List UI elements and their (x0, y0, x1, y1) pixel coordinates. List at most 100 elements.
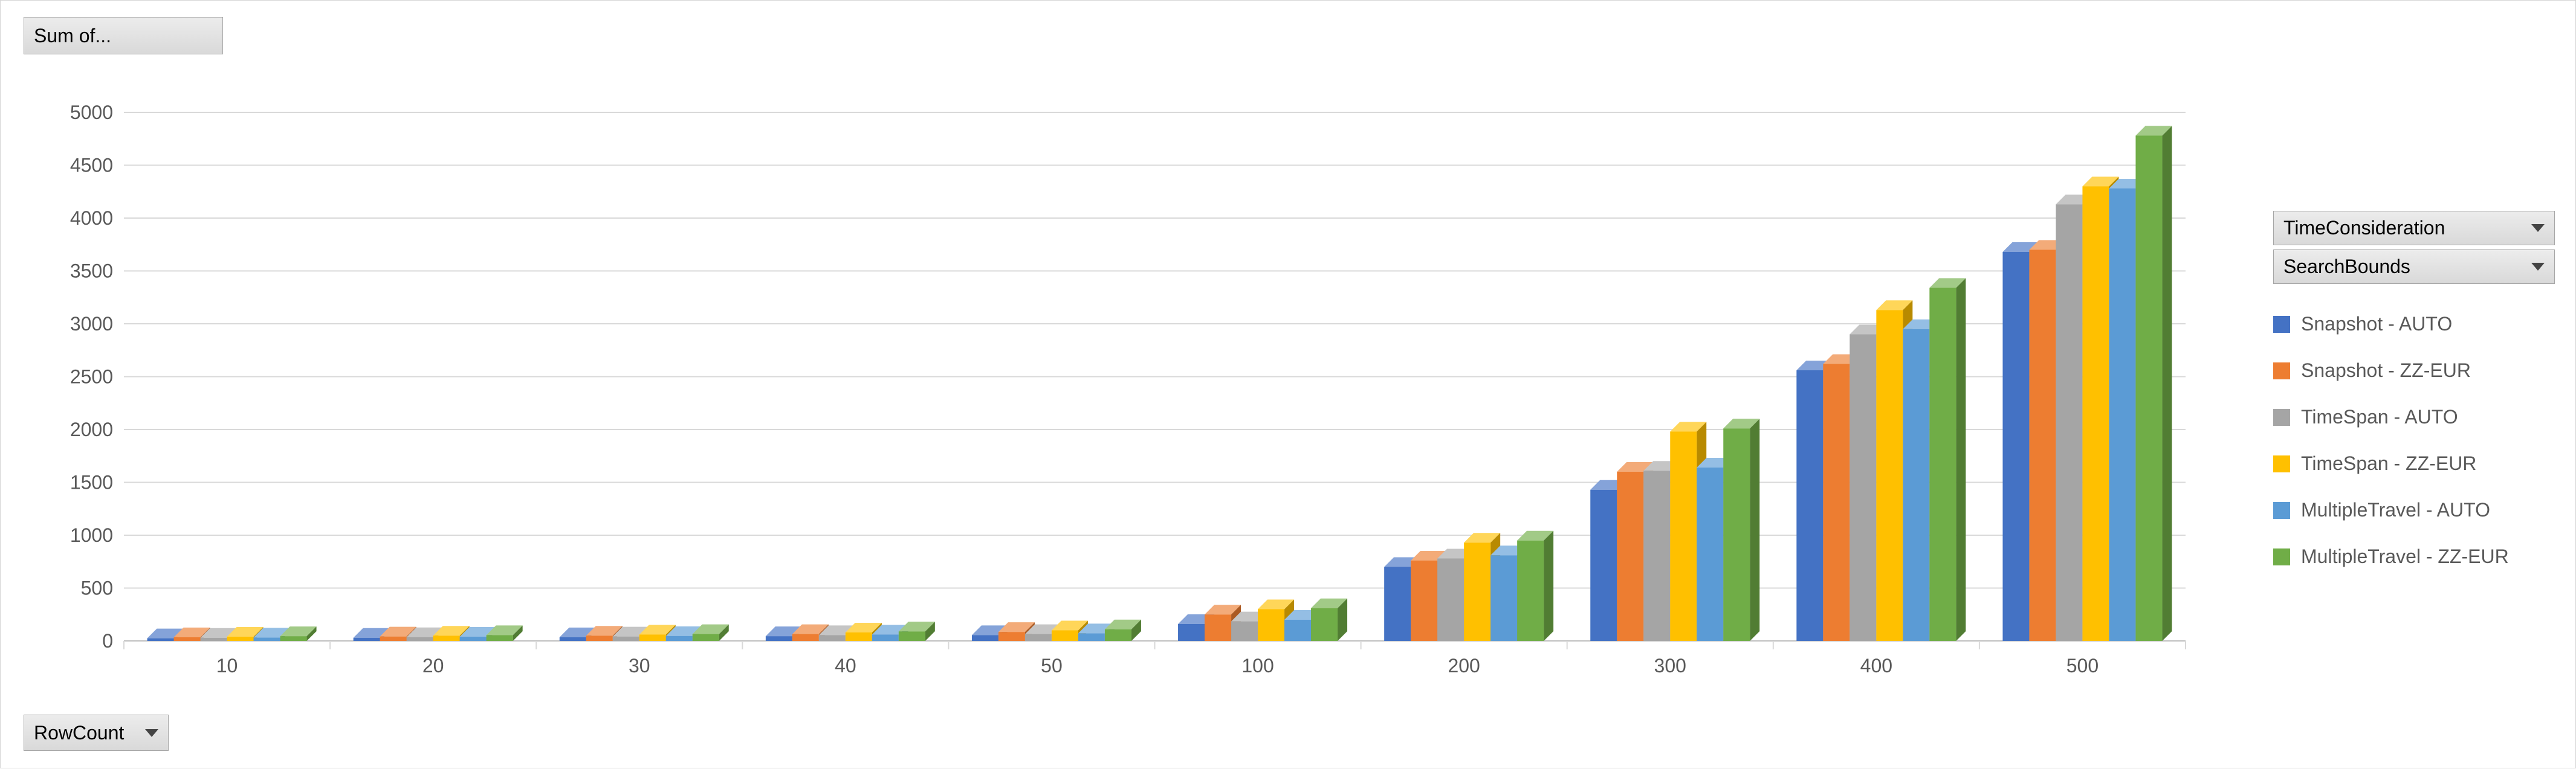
bar[interactable] (1284, 620, 1312, 641)
y-axis-label: 0 (102, 630, 113, 652)
bar[interactable] (1311, 608, 1338, 641)
bar[interactable] (845, 632, 872, 641)
time-consideration-field-label: TimeConsideration (2283, 217, 2445, 239)
bar-top-face (692, 624, 729, 634)
sum-of-field-button[interactable]: Sum of... (24, 17, 223, 54)
bar-top-face (2082, 176, 2119, 187)
bar[interactable] (1517, 540, 1544, 641)
x-axis-label: 50 (1041, 655, 1063, 677)
bar[interactable] (1384, 567, 1411, 642)
y-axis-label: 1000 (70, 524, 113, 546)
bar[interactable] (406, 637, 433, 641)
bar[interactable] (1643, 471, 1671, 641)
legend-item[interactable]: Snapshot - AUTO (2273, 301, 2558, 347)
y-axis-label: 3500 (70, 260, 113, 282)
bar[interactable] (1258, 609, 1285, 642)
bar[interactable] (2109, 188, 2136, 641)
bar[interactable] (586, 635, 613, 641)
bar[interactable] (692, 634, 719, 641)
bar[interactable] (1051, 630, 1078, 642)
legend-item[interactable]: MultipleTravel - ZZ-EUR (2273, 533, 2558, 580)
legend-label: MultipleTravel - ZZ-EUR (2301, 545, 2509, 567)
y-axis-label: 1500 (70, 472, 113, 494)
bar-top-face (1104, 619, 1141, 629)
legend-item[interactable]: TimeSpan - AUTO (2273, 394, 2558, 440)
bar-top-face (353, 628, 390, 638)
legend-item[interactable]: MultipleTravel - AUTO (2273, 487, 2558, 533)
bar[interactable] (200, 637, 227, 641)
bar[interactable] (433, 635, 460, 641)
legend-item[interactable]: Snapshot - ZZ-EUR (2273, 347, 2558, 394)
bar[interactable] (1104, 629, 1131, 641)
bar-side-face (306, 626, 317, 641)
bar-top-face (2135, 126, 2172, 136)
bar[interactable] (1876, 310, 1903, 641)
bar[interactable] (1617, 472, 1644, 641)
bar[interactable] (227, 637, 254, 641)
bar[interactable] (559, 637, 586, 641)
legend-panel: TimeConsideration SearchBounds Snapshot … (2273, 211, 2558, 580)
bar[interactable] (1205, 614, 1232, 641)
bar[interactable] (1178, 624, 1205, 641)
bar[interactable] (486, 635, 513, 641)
bar[interactable] (639, 634, 666, 642)
bar[interactable] (765, 636, 792, 641)
bar[interactable] (971, 635, 998, 641)
x-axis-label: 100 (1241, 655, 1273, 677)
y-axis-label: 2000 (70, 419, 113, 440)
bar[interactable] (1411, 561, 1438, 641)
x-axis-label: 10 (216, 655, 238, 677)
bar-top-face (173, 627, 210, 637)
legend-item[interactable]: TimeSpan - ZZ-EUR (2273, 440, 2558, 487)
bar[interactable] (280, 636, 307, 641)
bar[interactable] (1437, 558, 1464, 642)
row-count-field-label: RowCount (34, 721, 125, 744)
bar[interactable] (1903, 329, 1930, 641)
bar-top-face (845, 623, 882, 632)
bar[interactable] (380, 636, 407, 641)
row-count-field-button[interactable]: RowCount (24, 715, 169, 751)
bar-top-face (1617, 462, 1654, 472)
bar[interactable] (2029, 249, 2056, 642)
bar[interactable] (1464, 542, 1491, 641)
bar[interactable] (1078, 633, 1105, 641)
y-axis-label: 3000 (70, 313, 113, 335)
bar-top-face (200, 628, 237, 638)
bar[interactable] (1490, 555, 1518, 641)
bar[interactable] (459, 637, 487, 641)
bar[interactable] (1024, 634, 1052, 641)
bar[interactable] (872, 634, 899, 642)
bar[interactable] (2002, 252, 2030, 641)
bar[interactable] (1796, 370, 1824, 641)
bar[interactable] (173, 637, 201, 641)
bar[interactable] (1823, 364, 1850, 642)
legend-swatch-icon (2273, 362, 2290, 379)
bar[interactable] (2082, 186, 2109, 642)
legend-label: TimeSpan - AUTO (2301, 406, 2458, 428)
bar[interactable] (998, 632, 1025, 641)
bar[interactable] (792, 634, 819, 641)
bar[interactable] (147, 638, 174, 641)
bar[interactable] (253, 637, 280, 641)
bar-top-face (433, 626, 470, 636)
bar[interactable] (1929, 288, 1956, 642)
x-axis-label: 40 (835, 655, 856, 677)
bar[interactable] (1849, 334, 1877, 642)
x-axis-label: 200 (1448, 655, 1480, 677)
search-bounds-field-button[interactable]: SearchBounds (2273, 249, 2555, 284)
bar[interactable] (353, 637, 380, 641)
bar[interactable] (1670, 431, 1697, 642)
bar[interactable] (1723, 428, 1750, 641)
bar[interactable] (1231, 621, 1258, 641)
bar-side-face (719, 624, 729, 641)
bar[interactable] (612, 636, 639, 641)
bar[interactable] (898, 631, 925, 641)
bar[interactable] (1590, 489, 1617, 641)
bar[interactable] (665, 635, 693, 641)
bar[interactable] (2056, 204, 2083, 641)
bar[interactable] (2135, 135, 2163, 642)
bar[interactable] (818, 635, 846, 641)
bar[interactable] (1697, 468, 1724, 641)
time-consideration-field-button[interactable]: TimeConsideration (2273, 211, 2555, 245)
